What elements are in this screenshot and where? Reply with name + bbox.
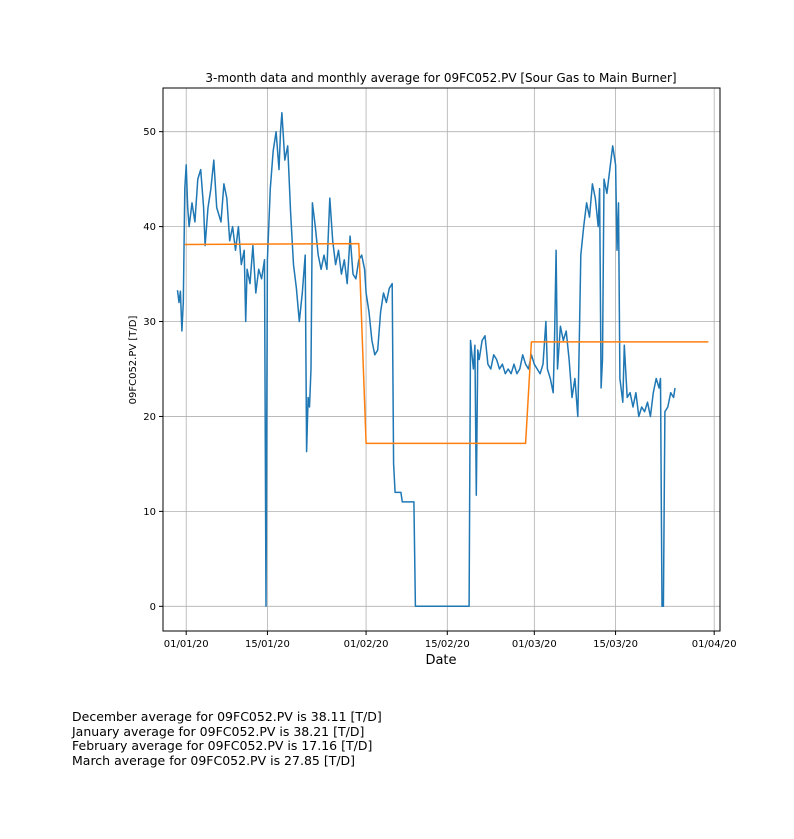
x-tick-label: 01/04/20 [692, 639, 737, 650]
y-tick-label: 0 [150, 602, 156, 613]
chart-title: 3-month data and monthly average for 09F… [205, 71, 676, 85]
x-tick-label: 15/01/20 [245, 639, 290, 650]
x-tick-label: 15/02/20 [425, 639, 470, 650]
x-axis-title: Date [425, 653, 456, 668]
summary-line-december: December average for 09FC052.PV is 38.11… [72, 709, 382, 724]
y-tick-label: 40 [143, 222, 156, 233]
summary-line-january: January average for 09FC052.PV is 38.21 … [72, 723, 365, 739]
x-tick-label: 01/03/20 [512, 639, 557, 650]
y-tick-label: 20 [143, 412, 156, 423]
x-axis-ticks: 01/01/20 15/01/20 01/02/20 15/02/20 01/03/20… [164, 631, 737, 650]
y-tick-label: 30 [143, 317, 156, 328]
series-line-monthly-average [184, 242, 709, 445]
y-tick-label: 10 [143, 507, 156, 518]
series-line-measured [176, 111, 676, 608]
grid-lines [163, 88, 720, 631]
y-tick-label: 50 [143, 127, 156, 138]
series-layer [176, 111, 709, 608]
summary-line-february: February average for 09FC052.PV is 17.16… [72, 738, 373, 753]
plot-area-frame [162, 87, 721, 632]
summary-line-march: March average for 09FC052.PV is 27.85 [T… [72, 752, 356, 768]
x-tick-label: 01/02/20 [344, 639, 389, 650]
x-tick-label: 15/03/20 [593, 639, 638, 650]
x-tick-label: 01/01/20 [164, 639, 209, 650]
monthly-average-summary: December average for 09FC052.PV is 38.11… [72, 709, 382, 768]
y-axis-ticks: 0 10 20 30 40 50 [143, 127, 163, 613]
y-axis-title: 09FC052.PV [T/D] [128, 316, 139, 405]
